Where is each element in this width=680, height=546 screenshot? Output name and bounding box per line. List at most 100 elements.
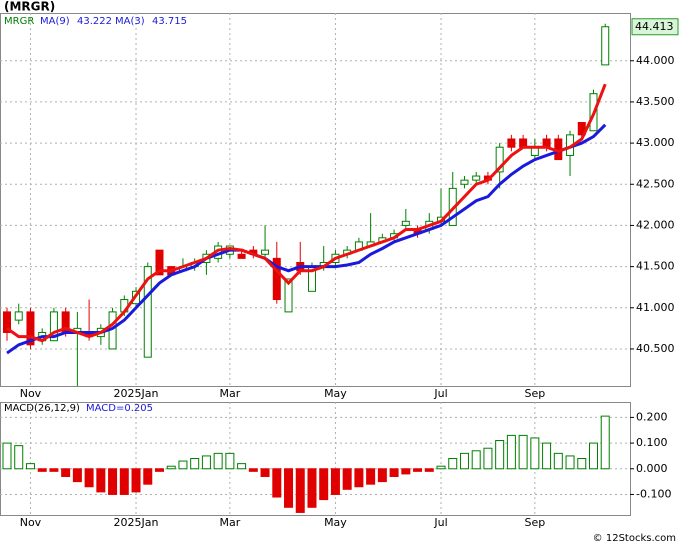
bar (14, 445, 24, 470)
candle-body (237, 253, 246, 259)
y-tick-label: 43.000 (636, 136, 675, 149)
x-tick-label: Sep (524, 516, 545, 529)
bar (471, 450, 481, 470)
x-tick-label: 2025Jan (114, 516, 159, 529)
x-tick-label: 2025Jan (114, 387, 159, 400)
legend-value: 43.222 (77, 16, 112, 27)
legend-value: MACD=0.205 (86, 403, 153, 414)
bar (448, 458, 458, 470)
y-tick-label: 0.200 (636, 410, 668, 423)
bar (108, 468, 118, 495)
y-tick-label: 42.000 (636, 218, 675, 231)
bar (307, 468, 317, 508)
y-tick-label: 40.500 (636, 342, 675, 355)
bar (178, 460, 188, 470)
candle-body (401, 220, 410, 226)
candle-body (261, 249, 270, 255)
x-tick-label: Sep (524, 387, 545, 400)
y-tick-label: 0.000 (636, 462, 668, 475)
footer: © 12Stocks.com (593, 533, 676, 544)
bar (284, 468, 294, 508)
legend-entry: MA(9) (40, 16, 70, 27)
bar (143, 468, 153, 485)
bar (330, 468, 340, 495)
bar (553, 452, 563, 470)
bar (495, 440, 505, 470)
x-tick-label: Jul (433, 516, 447, 529)
bar (201, 455, 211, 470)
bar (237, 463, 247, 470)
bar (366, 468, 376, 485)
bar (506, 434, 516, 470)
chart-title: (MRGR) (4, 0, 55, 14)
legend-entry: MACD(26,12,9) (4, 403, 80, 414)
bar (37, 468, 47, 472)
bar (154, 468, 164, 472)
bar (272, 468, 282, 498)
bar (131, 468, 141, 493)
bar (2, 442, 12, 470)
y-tick-label: 44.000 (636, 54, 675, 67)
x-tick-label: Mar (219, 387, 240, 400)
bar (166, 465, 176, 470)
bar (413, 468, 423, 472)
bar (518, 434, 528, 470)
x-tick-label: May (324, 387, 347, 400)
candle-body (143, 266, 152, 358)
y-tick-label: 41.500 (636, 260, 675, 273)
x-tick-label: Nov (20, 387, 42, 400)
bar (377, 468, 387, 483)
x-tick-label: May (324, 516, 347, 529)
candle-body (26, 311, 35, 346)
bar (225, 452, 235, 470)
candle-body (284, 278, 293, 313)
legend-entry: MA(3) (115, 16, 145, 27)
bar (389, 468, 399, 477)
x-tick-label: Jul (433, 387, 447, 400)
price-box (631, 18, 679, 36)
candle-body (14, 311, 23, 321)
panel (0, 13, 631, 387)
legend-value: 43.715 (152, 16, 187, 27)
bar (565, 455, 575, 470)
bar (190, 458, 200, 470)
y-tick-label: 0.100 (636, 436, 668, 449)
candle-body (495, 146, 504, 173)
bar (84, 468, 94, 488)
legend-symbol: MRGR (4, 16, 34, 27)
bar (530, 437, 540, 470)
y-tick-label: -0.100 (636, 487, 671, 500)
bar (96, 468, 106, 493)
bar (342, 468, 352, 490)
last-price: 44.413 (635, 20, 674, 33)
bar (49, 468, 59, 472)
bar (25, 463, 35, 470)
ma-line (6, 123, 607, 355)
y-tick-label: 43.500 (636, 95, 675, 108)
candle-body (601, 26, 610, 66)
x-tick-label: Nov (20, 516, 42, 529)
bar (248, 468, 258, 472)
bar (401, 468, 411, 475)
candle-body (507, 138, 516, 148)
bar (319, 468, 329, 501)
bar (424, 468, 434, 472)
bar (260, 468, 270, 477)
bar (436, 465, 446, 470)
candle-body (155, 249, 164, 276)
candle-body (472, 175, 481, 181)
bar (213, 452, 223, 470)
bar (600, 415, 610, 470)
candle-body (3, 311, 11, 333)
candle-body (460, 179, 469, 185)
bar (483, 447, 493, 470)
y-tick-label: 42.500 (636, 177, 675, 190)
bar (72, 468, 82, 483)
bar (589, 442, 598, 470)
ma-line (6, 83, 607, 343)
y-tick-label: 41.000 (636, 301, 675, 314)
bar (119, 468, 129, 495)
bar (542, 442, 552, 470)
x-tick-label: Mar (219, 516, 240, 529)
